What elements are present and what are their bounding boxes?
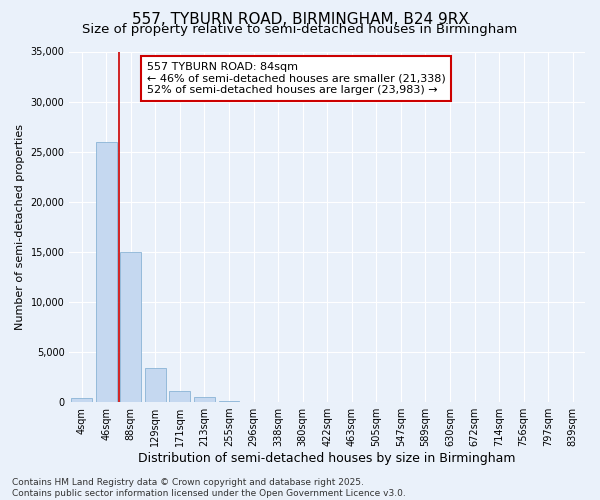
Bar [121, 252, 141, 402]
Bar [194, 397, 215, 402]
Bar [96, 142, 116, 402]
X-axis label: Distribution of semi-detached houses by size in Birmingham: Distribution of semi-detached houses by … [139, 452, 516, 465]
Bar [145, 368, 166, 402]
Bar [71, 398, 92, 402]
Text: 557, TYBURN ROAD, BIRMINGHAM, B24 9RX: 557, TYBURN ROAD, BIRMINGHAM, B24 9RX [131, 12, 469, 28]
Text: Size of property relative to semi-detached houses in Birmingham: Size of property relative to semi-detach… [82, 22, 518, 36]
Text: Contains HM Land Registry data © Crown copyright and database right 2025.
Contai: Contains HM Land Registry data © Crown c… [12, 478, 406, 498]
Bar [169, 391, 190, 402]
Bar [218, 400, 239, 402]
Text: 557 TYBURN ROAD: 84sqm
← 46% of semi-detached houses are smaller (21,338)
52% of: 557 TYBURN ROAD: 84sqm ← 46% of semi-det… [147, 62, 446, 95]
Y-axis label: Number of semi-detached properties: Number of semi-detached properties [15, 124, 25, 330]
